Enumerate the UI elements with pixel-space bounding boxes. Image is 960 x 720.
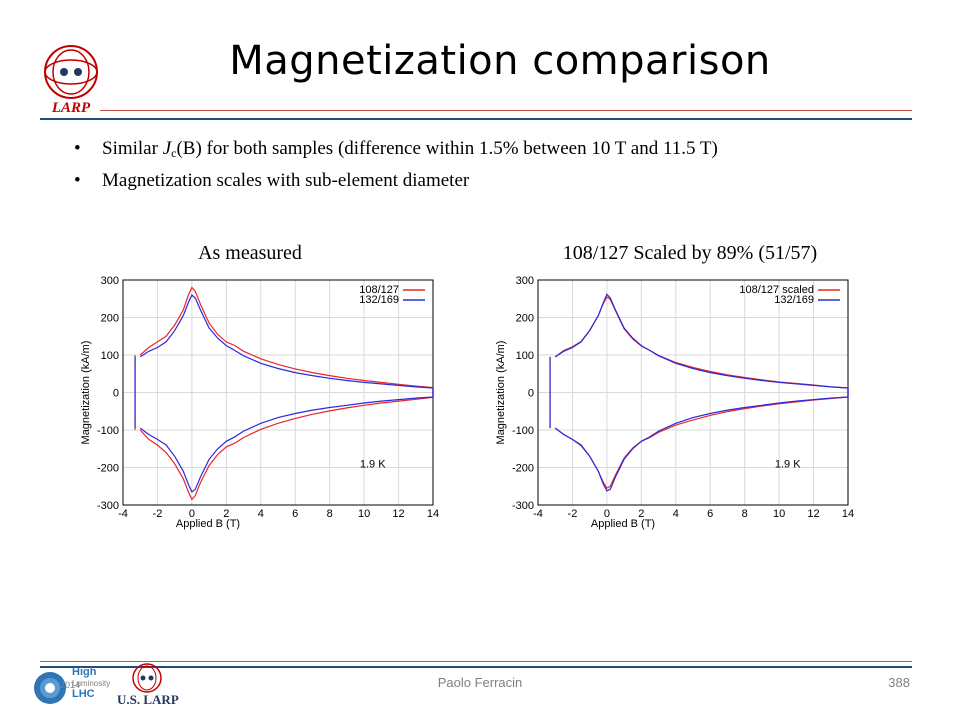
y-tick-label: -200 xyxy=(97,463,119,475)
x-tick-label: 6 xyxy=(707,508,713,520)
legend-label: 108/127 scaled xyxy=(739,284,814,296)
series-line-1 xyxy=(139,294,434,493)
x-tick-label: -2 xyxy=(568,508,578,520)
y-tick-label: 0 xyxy=(113,388,119,400)
footer-year: 2014 xyxy=(60,680,81,690)
page-number: 388 xyxy=(888,675,910,690)
hilumi-text: High Luminosity LHC xyxy=(72,666,111,700)
y-tick-label: 200 xyxy=(101,313,119,325)
footer-rule-blue xyxy=(40,666,912,668)
y-axis-label: Magnetization (kA/m) xyxy=(80,341,92,445)
x-tick-label: 2 xyxy=(638,508,644,520)
us-larp-logo xyxy=(132,663,162,693)
y-tick-label: -300 xyxy=(512,500,534,512)
x-axis-label: Applied B (T) xyxy=(591,518,655,530)
x-tick-label: 14 xyxy=(427,508,439,520)
x-tick-label: 2 xyxy=(223,508,229,520)
chart-title-left: As measured xyxy=(198,242,302,264)
x-tick-label: 8 xyxy=(327,508,333,520)
slide-title: Magnetization comparison xyxy=(229,38,771,84)
title-rule-blue xyxy=(40,118,912,120)
y-tick-label: 300 xyxy=(101,275,119,287)
y-tick-label: -100 xyxy=(512,425,534,437)
y-tick-label: -200 xyxy=(512,463,534,475)
y-tick-label: 200 xyxy=(516,313,534,325)
x-tick-label: 8 xyxy=(742,508,748,520)
x-tick-label: -4 xyxy=(118,508,128,520)
y-axis-label: Magnetization (kA/m) xyxy=(495,341,507,445)
larp-logo: LARP xyxy=(44,45,98,116)
chart-title-right: 108/127 Scaled by 89% (51/57) xyxy=(562,242,818,264)
legend-label: 108/127 xyxy=(359,284,399,296)
y-tick-label: 0 xyxy=(528,388,534,400)
x-tick-label: 4 xyxy=(258,508,264,520)
y-tick-label: 100 xyxy=(101,350,119,362)
temperature-annotation: 1.9 K xyxy=(775,459,801,471)
x-tick-label: -2 xyxy=(153,508,163,520)
footer-author: Paolo Ferracin xyxy=(437,675,523,690)
hilumi-logo xyxy=(34,672,66,704)
x-tick-label: 14 xyxy=(842,508,854,520)
y-tick-label: 300 xyxy=(516,275,534,287)
y-tick-label: -100 xyxy=(97,425,119,437)
legend-label: 132/169 xyxy=(359,294,399,306)
x-tick-label: -4 xyxy=(533,508,543,520)
x-tick-label: 10 xyxy=(773,508,785,520)
x-tick-label: 12 xyxy=(392,508,404,520)
x-tick-label: 4 xyxy=(673,508,679,520)
magnetization-chart-as-measured: -4 -2 0 2 4 6 8 10 12 14 300 200 100 0 -100 -200 -300 App… xyxy=(80,275,439,530)
us-larp-text: U.S. LARP xyxy=(117,692,179,707)
x-tick-label: 12 xyxy=(807,508,819,520)
title-rule-red xyxy=(100,110,912,111)
y-tick-label: 100 xyxy=(516,350,534,362)
bullet-item: Magnetization scales with sub-element di… xyxy=(72,167,718,195)
x-tick-label: 0 xyxy=(604,508,610,520)
y-tick-label: -300 xyxy=(97,500,119,512)
footer-rule-red xyxy=(40,661,912,662)
bullet-item: Similar Jc(B) for both samples (differen… xyxy=(72,135,718,167)
bullet-list: Similar Jc(B) for both samples (differen… xyxy=(72,135,718,195)
magnetization-chart-scaled: -4 -2 0 2 4 6 8 10 12 14 300 200 100 0 -100 -200 -300 App… xyxy=(495,275,854,530)
temperature-annotation: 1.9 K xyxy=(360,459,386,471)
legend-label: 132/169 xyxy=(774,294,814,306)
x-tick-label: 0 xyxy=(189,508,195,520)
x-axis-label: Applied B (T) xyxy=(176,518,240,530)
x-tick-label: 10 xyxy=(358,508,370,520)
x-tick-label: 6 xyxy=(292,508,298,520)
svg-text:LARP: LARP xyxy=(51,100,91,116)
